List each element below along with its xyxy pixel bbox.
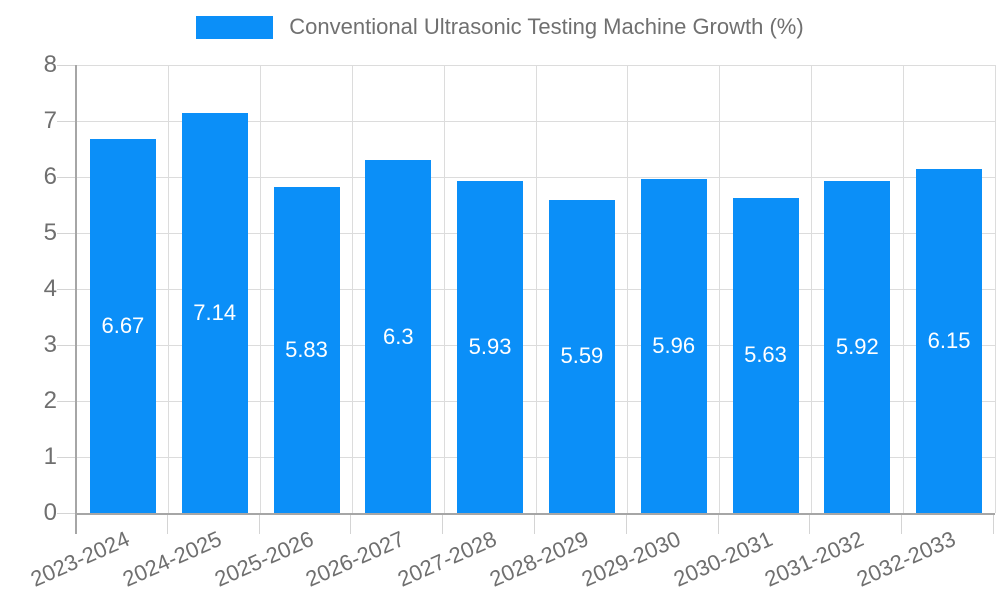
bar-2031-2032[interactable] [824,181,891,513]
plot-area: 6.67 7.14 5.83 6.3 5.93 5.59 5.96 5.63 5.92 6.15 [75,64,996,515]
bar-value-label: 6.15 [927,327,971,353]
y-tick-mark [57,401,75,402]
bar-value-label: 7.14 [193,300,237,326]
v-gridline [994,65,996,513]
y-axis-tick-label: 8 [43,51,57,78]
bar-value-label: 5.92 [835,334,879,360]
bar-2026-2027[interactable] [365,160,432,513]
x-tick-mark [350,515,352,534]
x-tick-mark [534,515,535,534]
x-tick-mark [442,515,444,534]
legend-swatch [196,15,274,39]
x-tick-mark [166,515,168,534]
v-gridline [719,65,721,513]
bar-2030-2031[interactable] [732,197,799,513]
y-tick-mark [57,345,75,346]
legend-label: Conventional Ultrasonic Testing Machine … [289,14,804,39]
bar-2027-2028[interactable] [457,180,524,513]
y-axis-tick-label: 7 [43,107,57,134]
y-axis-tick-label: 6 [43,163,57,190]
legend[interactable]: Conventional Ultrasonic Testing Machine … [0,14,1000,40]
x-tick-mark [901,515,903,534]
bar-value-label: 5.93 [468,333,512,359]
y-axis-tick-label: 1 [43,443,57,470]
y-axis-tick-label: 0 [43,499,57,526]
bar-value-label: 5.83 [285,336,328,362]
x-tick-mark [75,515,77,534]
v-gridline [627,65,629,513]
x-tick-mark [717,515,719,534]
y-tick-mark [57,233,75,234]
bar-2029-2030[interactable] [640,179,707,513]
x-tick-mark [258,515,260,534]
x-tick-mark [993,515,994,534]
y-tick-mark [57,177,75,178]
v-gridline [168,65,170,513]
v-gridline [810,65,812,513]
y-tick-mark [57,121,75,122]
v-gridline [535,65,537,513]
bar-value-label: 6.67 [101,313,145,339]
v-gridline [260,65,262,513]
y-axis-tick-label: 5 [43,219,57,246]
v-gridline [351,65,353,513]
bar-value-label: 5.63 [744,342,787,368]
y-tick-mark [57,289,75,290]
v-gridline [443,65,445,513]
x-tick-mark [625,515,627,534]
y-axis-tick-label: 4 [43,275,57,302]
bar-2025-2026[interactable] [273,186,340,513]
bar-2028-2029[interactable] [548,199,615,513]
bar-2023-2024[interactable] [89,139,156,513]
y-axis-tick-label: 2 [43,387,57,414]
y-axis-tick-label: 3 [43,331,57,358]
bar-2032-2033[interactable] [916,168,983,513]
bar-value-label: 6.3 [383,323,414,349]
bar-2024-2025[interactable] [181,113,248,513]
v-gridline [902,65,904,513]
x-tick-mark [809,515,811,534]
bar-value-label: 5.59 [560,343,604,369]
y-tick-mark [57,513,75,514]
y-tick-mark [57,65,75,66]
y-tick-mark [57,457,75,458]
bar-value-label: 5.96 [652,333,696,359]
